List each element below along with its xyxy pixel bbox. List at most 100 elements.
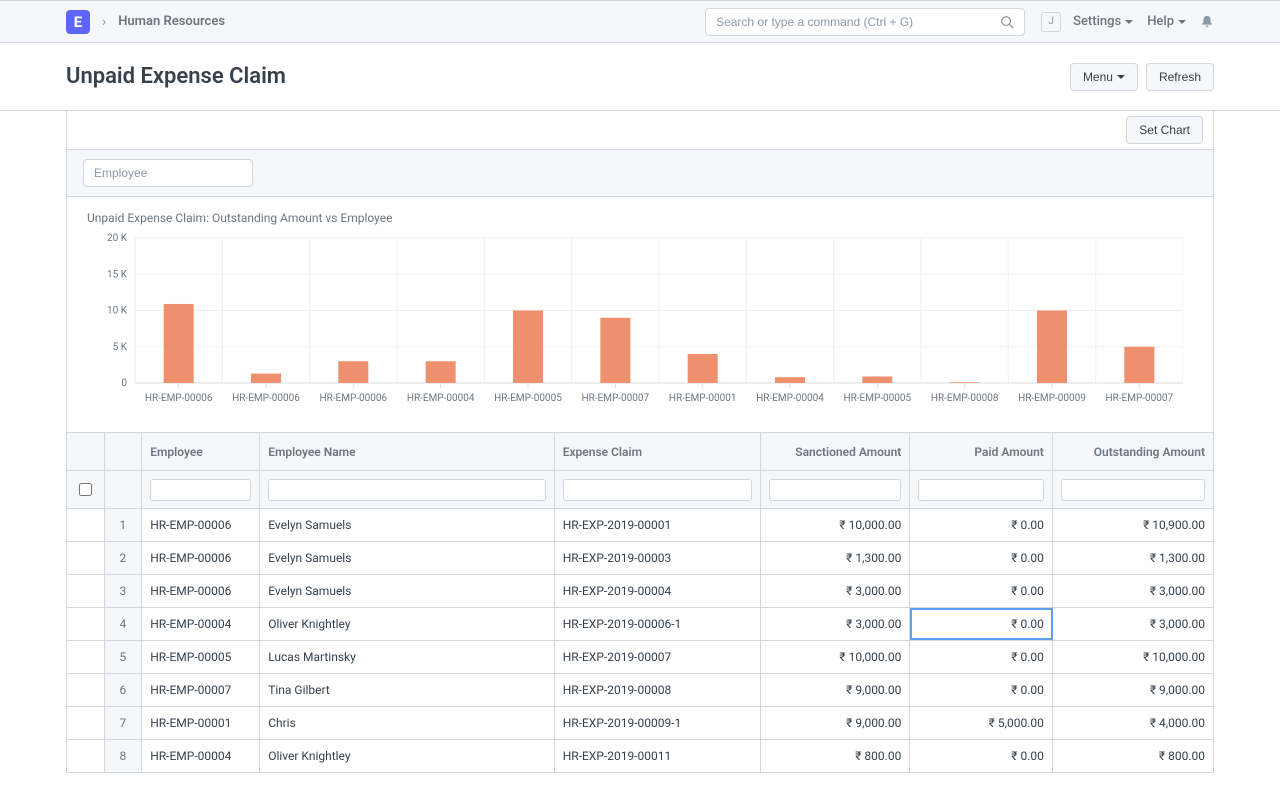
filter-employee[interactable]	[142, 471, 260, 508]
filter-sanctioned-input[interactable]	[769, 479, 901, 501]
table-row[interactable]: 6HR-EMP-00007Tina GilbertHR-EXP-2019-000…	[67, 674, 1213, 707]
cell-claim[interactable]: HR-EXP-2019-00006-1	[555, 608, 761, 640]
cell-sanctioned[interactable]: ₹ 3,000.00	[761, 608, 910, 640]
cell-claim[interactable]: HR-EXP-2019-00003	[555, 542, 761, 574]
cell-name[interactable]: Oliver Knightley	[260, 608, 555, 640]
cell-paid[interactable]: ₹ 0.00	[910, 575, 1053, 607]
chart-title: Unpaid Expense Claim: Outstanding Amount…	[87, 211, 1193, 225]
cell-outstanding[interactable]: ₹ 800.00	[1053, 740, 1213, 772]
bell-icon[interactable]	[1200, 15, 1214, 29]
chart-area: Unpaid Expense Claim: Outstanding Amount…	[67, 197, 1213, 432]
cell-paid[interactable]: ₹ 0.00	[910, 740, 1053, 772]
breadcrumb-hr[interactable]: Human Resources	[118, 14, 225, 29]
filter-name[interactable]	[260, 471, 555, 508]
cell-paid[interactable]: ₹ 0.00	[910, 641, 1053, 673]
col-header-employee[interactable]: Employee	[142, 433, 260, 470]
table-row[interactable]: 8HR-EMP-00004Oliver KnightleyHR-EXP-2019…	[67, 740, 1213, 773]
cell-name[interactable]: Tina Gilbert	[260, 674, 555, 706]
filter-claim[interactable]	[555, 471, 761, 508]
settings-label: Settings	[1073, 14, 1121, 29]
cell-employee[interactable]: HR-EMP-00005	[142, 641, 260, 673]
cell-sanctioned[interactable]: ₹ 800.00	[761, 740, 910, 772]
cell-claim[interactable]: HR-EXP-2019-00004	[555, 575, 761, 607]
table-row[interactable]: 4HR-EMP-00004Oliver KnightleyHR-EXP-2019…	[67, 608, 1213, 641]
filter-outstanding[interactable]	[1053, 471, 1213, 508]
table-row[interactable]: 1HR-EMP-00006Evelyn SamuelsHR-EXP-2019-0…	[67, 509, 1213, 542]
cell-outstanding[interactable]: ₹ 9,000.00	[1053, 674, 1213, 706]
cell-employee[interactable]: HR-EMP-00006	[142, 575, 260, 607]
caret-down-icon	[1125, 20, 1133, 24]
cell-employee[interactable]: HR-EMP-00004	[142, 740, 260, 772]
refresh-button[interactable]: Refresh	[1146, 63, 1214, 91]
cell-name[interactable]: Evelyn Samuels	[260, 509, 555, 541]
cell-paid[interactable]: ₹ 0.00	[910, 674, 1053, 706]
cell-sanctioned[interactable]: ₹ 3,000.00	[761, 575, 910, 607]
svg-text:0: 0	[121, 378, 127, 389]
employee-filter[interactable]	[83, 159, 253, 187]
cell-sanctioned[interactable]: ₹ 10,000.00	[761, 641, 910, 673]
cell-employee[interactable]: HR-EMP-00001	[142, 707, 260, 739]
filter-idx-cell	[105, 471, 143, 508]
cell-outstanding[interactable]: ₹ 10,000.00	[1053, 641, 1213, 673]
filter-outstanding-input[interactable]	[1061, 479, 1205, 501]
cell-outstanding[interactable]: ₹ 4,000.00	[1053, 707, 1213, 739]
col-header-outstanding[interactable]: Outstanding Amount	[1053, 433, 1213, 470]
col-header-paid[interactable]: Paid Amount	[910, 433, 1053, 470]
app-logo[interactable]: E	[66, 10, 90, 34]
cell-claim[interactable]: HR-EXP-2019-00009-1	[555, 707, 761, 739]
cell-name[interactable]: Lucas Martinsky	[260, 641, 555, 673]
table-row[interactable]: 3HR-EMP-00006Evelyn SamuelsHR-EXP-2019-0…	[67, 575, 1213, 608]
cell-outstanding[interactable]: ₹ 3,000.00	[1053, 608, 1213, 640]
cell-claim[interactable]: HR-EXP-2019-00008	[555, 674, 761, 706]
cell-sanctioned[interactable]: ₹ 1,300.00	[761, 542, 910, 574]
cell-name[interactable]: Oliver Knightley	[260, 740, 555, 772]
svg-text:HR-EMP-00008: HR-EMP-00008	[931, 393, 999, 404]
cell-name[interactable]: Evelyn Samuels	[260, 542, 555, 574]
cell-name[interactable]: Evelyn Samuels	[260, 575, 555, 607]
filter-claim-input[interactable]	[563, 479, 752, 501]
col-header-claim[interactable]: Expense Claim	[555, 433, 761, 470]
filter-sanctioned[interactable]	[761, 471, 910, 508]
cell-employee[interactable]: HR-EMP-00004	[142, 608, 260, 640]
menu-button[interactable]: Menu	[1070, 63, 1138, 91]
global-search[interactable]	[705, 8, 1025, 36]
cell-employee[interactable]: HR-EMP-00006	[142, 509, 260, 541]
cell-claim[interactable]: HR-EXP-2019-00001	[555, 509, 761, 541]
table-row[interactable]: 2HR-EMP-00006Evelyn SamuelsHR-EXP-2019-0…	[67, 542, 1213, 575]
select-all-checkbox[interactable]	[79, 483, 92, 496]
cell-sanctioned[interactable]: ₹ 9,000.00	[761, 707, 910, 739]
cell-employee[interactable]: HR-EMP-00006	[142, 542, 260, 574]
settings-menu[interactable]: Settings	[1073, 14, 1133, 29]
cell-outstanding[interactable]: ₹ 3,000.00	[1053, 575, 1213, 607]
cell-employee[interactable]: HR-EMP-00007	[142, 674, 260, 706]
cell-paid[interactable]: ₹ 0.00	[910, 608, 1053, 640]
outstanding-bar-chart: 05 K10 K15 K20 KHR-EMP-00006HR-EMP-00006…	[87, 233, 1183, 428]
caret-down-icon	[1117, 75, 1125, 79]
table-row[interactable]: 7HR-EMP-00001ChrisHR-EXP-2019-00009-1₹ 9…	[67, 707, 1213, 740]
col-header-name[interactable]: Employee Name	[260, 433, 555, 470]
select-all-checkbox-cell[interactable]	[67, 471, 105, 508]
cell-paid[interactable]: ₹ 0.00	[910, 542, 1053, 574]
cell-outstanding[interactable]: ₹ 10,900.00	[1053, 509, 1213, 541]
table-row[interactable]: 5HR-EMP-00005Lucas MartinskyHR-EXP-2019-…	[67, 641, 1213, 674]
cell-claim[interactable]: HR-EXP-2019-00011	[555, 740, 761, 772]
cell-sanctioned[interactable]: ₹ 10,000.00	[761, 509, 910, 541]
search-input[interactable]	[716, 15, 1000, 29]
top-navbar: E › Human Resources J Settings Help	[0, 0, 1280, 43]
cell-paid[interactable]: ₹ 0.00	[910, 509, 1053, 541]
row-index: 3	[105, 575, 143, 607]
filter-employee-input[interactable]	[150, 479, 251, 501]
col-header-sanctioned[interactable]: Sanctioned Amount	[761, 433, 910, 470]
filter-paid-input[interactable]	[918, 479, 1044, 501]
filter-name-input[interactable]	[268, 479, 546, 501]
cell-claim[interactable]: HR-EXP-2019-00007	[555, 641, 761, 673]
user-avatar[interactable]: J	[1041, 12, 1061, 32]
cell-name[interactable]: Chris	[260, 707, 555, 739]
help-menu[interactable]: Help	[1147, 14, 1186, 29]
filter-paid[interactable]	[910, 471, 1053, 508]
cell-outstanding[interactable]: ₹ 1,300.00	[1053, 542, 1213, 574]
page-header: Unpaid Expense Claim Menu Refresh	[0, 43, 1280, 111]
cell-sanctioned[interactable]: ₹ 9,000.00	[761, 674, 910, 706]
cell-paid[interactable]: ₹ 5,000.00	[910, 707, 1053, 739]
set-chart-button[interactable]: Set Chart	[1126, 116, 1203, 144]
